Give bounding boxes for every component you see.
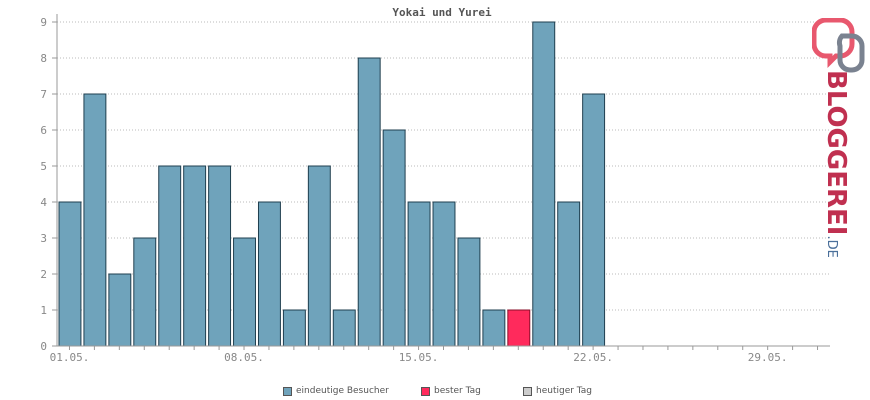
y-tick-label: 9: [40, 16, 47, 29]
bar: [432, 201, 456, 347]
bar: [332, 309, 356, 347]
chart-title: Yokai und Yurei: [392, 6, 492, 19]
x-axis-labels: 01.05. 08.05. 15.05. 22.05. 29.05.: [50, 351, 788, 364]
x-tick-label: 01.05.: [50, 351, 90, 364]
axes: [52, 14, 830, 350]
bar: [307, 165, 331, 347]
bar: [183, 165, 207, 347]
bar: [257, 201, 281, 347]
bar: [357, 57, 381, 347]
bar: [233, 237, 256, 347]
y-tick-label: 7: [40, 88, 47, 101]
bar: [407, 201, 431, 347]
legend-label-today: heutiger Tag: [536, 386, 593, 396]
legend-swatch-best-day: [421, 386, 430, 396]
legend-label-best-day: bester Tag: [434, 386, 481, 396]
x-tick-label: 22.05.: [573, 351, 613, 364]
bar: [83, 93, 107, 347]
bar: [457, 237, 481, 347]
x-tick-label: 29.05.: [748, 351, 788, 364]
bar: [382, 129, 406, 347]
bar: [282, 309, 306, 347]
x-tick-label: 08.05.: [224, 351, 264, 364]
y-tick-label: 8: [40, 52, 47, 65]
speech-bubbles-icon: [812, 18, 865, 73]
legend: eindeutige Besucher bester Tag heutiger …: [0, 384, 870, 400]
bar: [557, 201, 581, 347]
legend-item-today: heutiger Tag: [523, 386, 592, 396]
legend-item-best-day: bester Tag: [421, 386, 481, 396]
bar: [582, 93, 606, 347]
bar: [108, 273, 132, 347]
y-axis-labels: 0 1 2 3 4 5 6 7 8 9: [40, 16, 47, 353]
x-tick-label: 15.05.: [399, 351, 439, 364]
legend-label-visitors: eindeutige Besucher: [296, 386, 389, 396]
y-tick-label: 3: [40, 232, 47, 245]
bar-best-day: [507, 309, 531, 347]
y-tick-label: 5: [40, 160, 47, 173]
bar-chart: Yokai und Yurei 0 1 2 3 4 5 6 7 8 9 01.05. 08.05. 1…: [40, 6, 830, 364]
logo: BLOGGEREI.DE: [815, 70, 851, 258]
legend-swatch-today: [523, 386, 532, 396]
logo-suffix: .DE: [824, 235, 839, 258]
y-tick-label: 6: [40, 124, 47, 137]
legend-swatch-visitors: [283, 386, 292, 396]
bar: [133, 237, 157, 347]
y-tick-label: 4: [40, 196, 47, 209]
y-tick-label: 0: [40, 340, 47, 353]
bar: [58, 201, 82, 347]
y-tick-label: 2: [40, 268, 47, 281]
bar: [158, 165, 182, 347]
legend-item-visitors: eindeutige Besucher: [283, 386, 389, 396]
bar: [532, 21, 556, 347]
bar: [482, 309, 506, 347]
bar: [208, 165, 232, 347]
bars: [58, 21, 606, 347]
logo-text: BLOGGEREI: [821, 70, 851, 236]
y-tick-label: 1: [40, 304, 47, 317]
